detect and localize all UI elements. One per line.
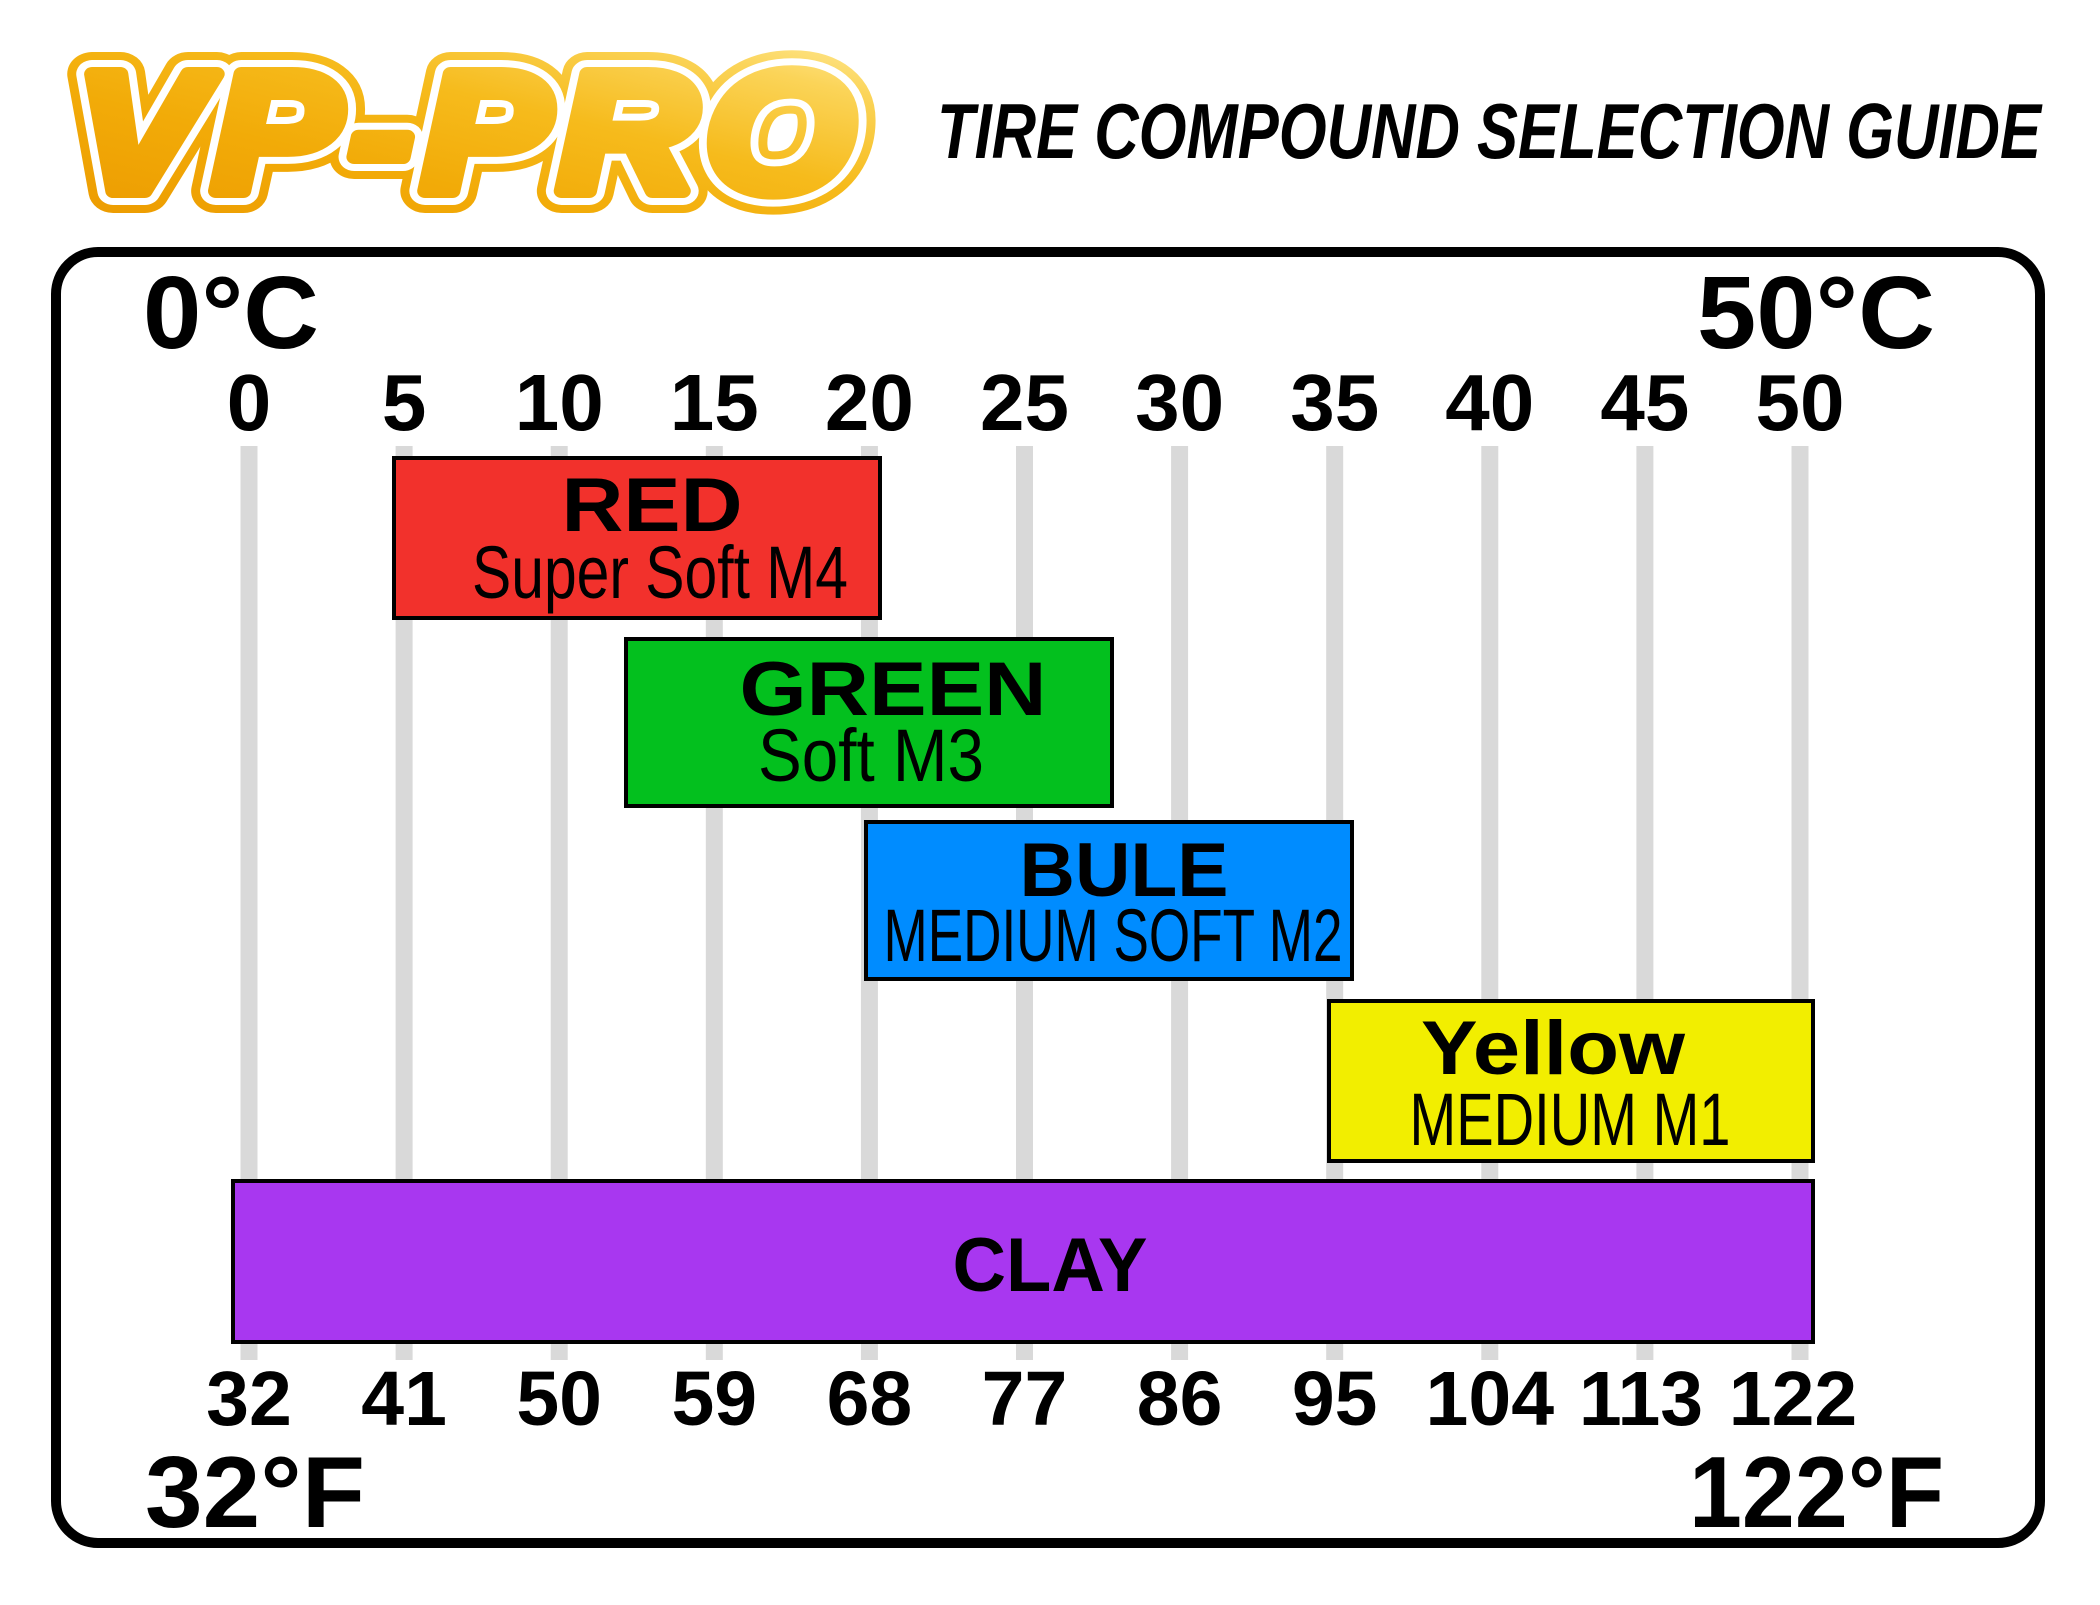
svg-text:41: 41 xyxy=(361,1356,447,1442)
svg-text:50: 50 xyxy=(516,1356,602,1442)
svg-text:Soft M3: Soft M3 xyxy=(758,714,984,797)
svg-text:VP-PRO: VP-PRO xyxy=(76,38,863,228)
svg-text:GREEN: GREEN xyxy=(740,647,1047,732)
svg-text:MEDIUM M1: MEDIUM M1 xyxy=(1410,1078,1731,1161)
svg-text:45: 45 xyxy=(1600,358,1689,447)
svg-text:VP-PRO: VP-PRO xyxy=(76,38,863,228)
svg-text:25: 25 xyxy=(980,358,1069,447)
svg-text:35: 35 xyxy=(1290,358,1379,447)
svg-text:59: 59 xyxy=(671,1356,757,1442)
svg-text:122: 122 xyxy=(1729,1356,1857,1442)
svg-text:104: 104 xyxy=(1426,1356,1555,1442)
svg-text:MEDIUM SOFT M2: MEDIUM SOFT M2 xyxy=(884,894,1343,977)
svg-text:50: 50 xyxy=(1756,358,1845,447)
svg-text:86: 86 xyxy=(1137,1356,1223,1442)
svg-text:RED: RED xyxy=(562,463,743,548)
svg-text:0°C: 0°C xyxy=(143,255,319,370)
svg-text:68: 68 xyxy=(827,1356,913,1442)
svg-text:32: 32 xyxy=(206,1356,292,1442)
svg-text:40: 40 xyxy=(1445,358,1534,447)
svg-text:30: 30 xyxy=(1135,358,1224,447)
svg-text:TIRE COMPOUND SELECTION GUIDE: TIRE COMPOUND SELECTION GUIDE xyxy=(937,87,2043,175)
svg-text:0: 0 xyxy=(227,358,272,447)
svg-text:VP-PRO: VP-PRO xyxy=(76,38,863,228)
svg-text:113: 113 xyxy=(1579,1356,1703,1442)
svg-text:15: 15 xyxy=(670,358,759,447)
svg-text:77: 77 xyxy=(982,1356,1068,1442)
svg-text:CLAY: CLAY xyxy=(953,1223,1148,1308)
svg-text:122°F: 122°F xyxy=(1689,1437,1944,1549)
svg-text:10: 10 xyxy=(515,358,604,447)
svg-text:BULE: BULE xyxy=(1020,828,1229,913)
svg-text:Yellow: Yellow xyxy=(1421,1006,1686,1091)
svg-text:20: 20 xyxy=(825,358,914,447)
svg-text:50°C: 50°C xyxy=(1697,255,1935,370)
svg-text:5: 5 xyxy=(382,358,427,447)
svg-text:Super Soft M4: Super Soft M4 xyxy=(472,531,848,614)
svg-text:95: 95 xyxy=(1292,1356,1378,1442)
svg-text:32°F: 32°F xyxy=(145,1437,365,1549)
